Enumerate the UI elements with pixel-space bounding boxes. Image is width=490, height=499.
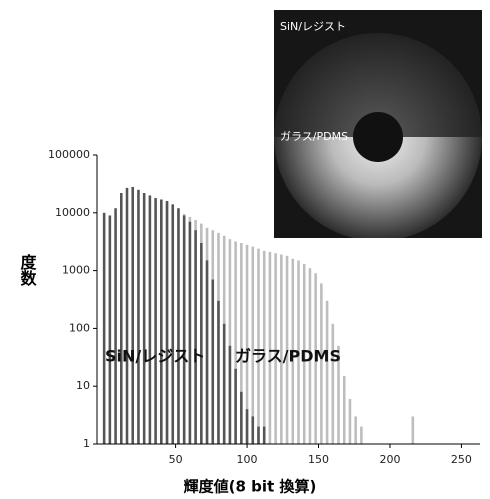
bar (166, 201, 169, 444)
x-tick-label: 200 (379, 453, 400, 466)
bar (143, 193, 146, 444)
bar (171, 204, 174, 444)
bar (240, 392, 243, 444)
bar (343, 376, 346, 444)
series-label: SiN/レジスト (105, 347, 205, 366)
bar (206, 260, 209, 444)
bar (131, 187, 134, 444)
bar (109, 215, 112, 444)
inset-bottom-label: ガラス/PDMS (280, 130, 348, 143)
bar (177, 208, 180, 444)
bar (234, 369, 237, 444)
x-tick-label: 50 (169, 453, 183, 466)
y-tick-label: 100 (69, 321, 90, 334)
chart: SiN/レジスト ガラス/PDMS 度数 輝度値(8 bit 換算) 1 10 10… (0, 0, 490, 495)
bar (211, 280, 214, 444)
x-tick-label: 100 (237, 453, 258, 466)
bar (189, 222, 192, 444)
bar (251, 416, 254, 444)
y-axis-label: 度数 (18, 253, 37, 287)
bar (263, 427, 266, 444)
inset-image: SiN/レジスト ガラス/PDMS (274, 10, 482, 241)
bar (160, 199, 163, 444)
bar (223, 324, 226, 444)
bar (137, 190, 140, 444)
bar (332, 324, 335, 444)
x-tick-label: 150 (308, 453, 329, 466)
bar (246, 409, 249, 444)
inset-top-label: SiN/レジスト (280, 20, 346, 33)
y-tick-label: 1000 (62, 264, 90, 277)
bar (412, 416, 415, 444)
bar (103, 213, 106, 444)
bar (154, 198, 157, 444)
bar (114, 208, 117, 444)
bar (183, 215, 186, 444)
y-tick-label: 10000 (55, 206, 90, 219)
bar (126, 188, 129, 444)
y-tick-label: 1 (83, 437, 90, 450)
bar (354, 416, 357, 444)
bar (326, 301, 329, 444)
bar (257, 427, 260, 444)
bar (120, 193, 123, 444)
series-label: ガラス/PDMS (235, 347, 341, 366)
bar (149, 195, 152, 444)
y-tick-label: 10 (76, 379, 90, 392)
bar (251, 247, 254, 444)
bar (200, 243, 203, 444)
x-tick-label: 250 (451, 453, 472, 466)
bar (229, 346, 232, 444)
x-axis-label: 輝度値(8 bit 換算) (184, 478, 317, 496)
y-tick-label: 100000 (48, 148, 90, 161)
bar (194, 230, 197, 444)
bar (349, 399, 352, 444)
bar (217, 301, 220, 444)
bar (360, 427, 363, 444)
